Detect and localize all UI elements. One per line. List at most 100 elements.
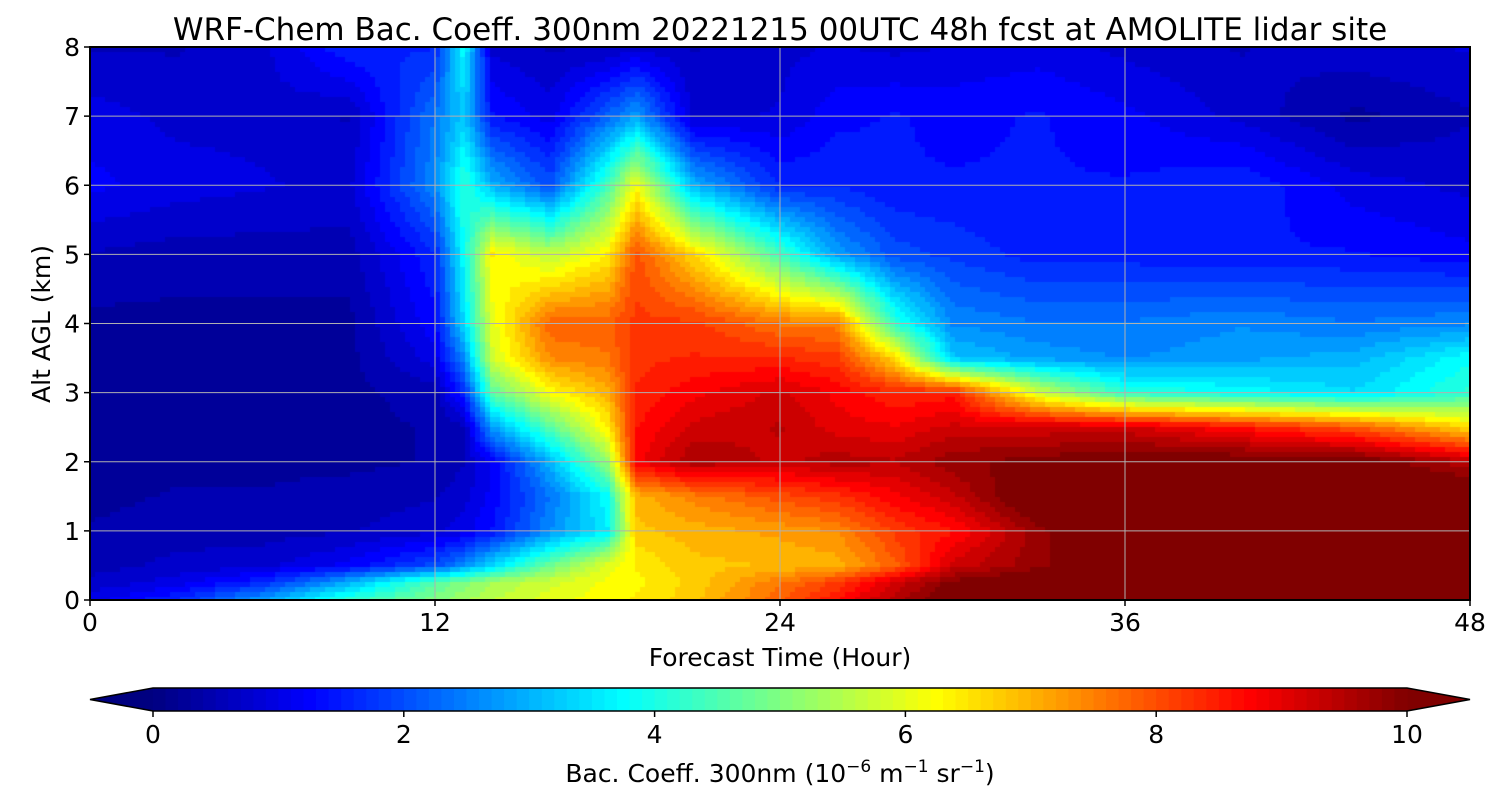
colorbar-tick-label: 2 xyxy=(396,720,412,749)
y-tick-label: 6 xyxy=(64,171,80,200)
colorbar-segment xyxy=(453,688,468,711)
colorbar-segment xyxy=(178,688,192,711)
colorbar-segment xyxy=(1344,688,1358,711)
colorbar-segment xyxy=(692,688,706,711)
colorbar-segment xyxy=(1181,688,1195,711)
colorbar-segment xyxy=(867,688,881,711)
colorbar-segment xyxy=(616,688,631,711)
colorbar-tick-label: 6 xyxy=(897,720,913,749)
colorbar-segment xyxy=(1080,688,1095,711)
colorbar-segment xyxy=(328,688,342,711)
colorbar-segment xyxy=(943,688,957,711)
colorbar-segment xyxy=(729,688,743,711)
colorbar-segment xyxy=(830,688,844,711)
y-tick-label: 3 xyxy=(64,379,80,408)
colorbar-segment xyxy=(541,688,555,711)
colorbar-segment xyxy=(792,688,806,711)
colorbar-extend-low xyxy=(90,688,153,711)
colorbar-segment xyxy=(654,688,668,711)
colorbar-segment xyxy=(1381,688,1396,711)
x-tick-label: 0 xyxy=(82,608,98,637)
y-axis-label: Alt AGL (km) xyxy=(27,245,56,403)
colorbar-segment xyxy=(378,688,392,711)
colorbar-segment xyxy=(679,688,693,711)
colorbar-segment xyxy=(165,688,179,711)
colorbar-segment xyxy=(1243,688,1258,711)
colorbar-segment xyxy=(265,688,279,711)
x-axis-label: Forecast Time (Hour) xyxy=(649,643,912,672)
colorbar-segment xyxy=(930,688,944,711)
colorbar-segment xyxy=(855,688,869,711)
colorbar-segment xyxy=(228,688,242,711)
colorbar-segment xyxy=(554,688,568,711)
colorbar-segment xyxy=(1030,688,1044,711)
colorbar-segment xyxy=(1206,688,1220,711)
colorbar-segment xyxy=(579,688,593,711)
colorbar-segment xyxy=(980,688,994,711)
colorbar-segment xyxy=(466,688,480,711)
colorbar-segment xyxy=(604,688,618,711)
colorbar-segment xyxy=(1331,688,1345,711)
colorbar-segment xyxy=(153,688,167,711)
colorbar-segment xyxy=(1256,688,1270,711)
colorbar-segment xyxy=(754,688,769,711)
colorbar-segment xyxy=(1394,688,1408,711)
colorbar-segment xyxy=(767,688,781,711)
colorbar-segment xyxy=(1093,688,1107,711)
colorbar-segment xyxy=(955,688,969,711)
colorbar-segment xyxy=(391,688,405,711)
chart-title: WRF-Chem Bac. Coeff. 300nm 20221215 00UT… xyxy=(173,12,1387,48)
colorbar-segment xyxy=(303,688,317,711)
x-tick-label: 48 xyxy=(1454,608,1486,637)
colorbar-segment xyxy=(428,688,443,711)
y-tick-label: 7 xyxy=(64,102,80,131)
colorbar: 0 2 4 6 8 10 xyxy=(89,687,1471,749)
colorbar-segment xyxy=(1156,688,1170,711)
y-tick-label: 4 xyxy=(64,310,80,339)
colorbar-segment xyxy=(968,688,982,711)
colorbar-segment xyxy=(416,688,430,711)
colorbar-segment xyxy=(316,688,330,711)
colorbar-segment xyxy=(341,688,355,711)
colorbar-segment xyxy=(629,688,643,711)
colorbar-segment xyxy=(642,688,656,711)
colorbar-segment xyxy=(667,688,681,711)
colorbar-segment xyxy=(993,688,1007,711)
colorbar-segment xyxy=(529,688,543,711)
colorbar-segment xyxy=(290,688,305,711)
y-axis: 0 1 2 3 4 5 6 7 8 xyxy=(64,33,90,615)
colorbar-segment xyxy=(479,688,493,711)
colorbar-segment xyxy=(1269,688,1283,711)
colorbar-segment xyxy=(1131,688,1145,711)
colorbar-segment xyxy=(441,688,455,711)
colorbar-segment xyxy=(780,688,794,711)
y-tick-label: 1 xyxy=(64,517,80,546)
grid xyxy=(90,47,1470,600)
colorbar-extend-high xyxy=(1407,688,1470,711)
x-tick-label: 24 xyxy=(764,608,796,637)
colorbar-segment xyxy=(1118,688,1132,711)
colorbar-segment xyxy=(817,688,831,711)
colorbar-segment xyxy=(1043,688,1057,711)
colorbar-label: Bac. Coeff. 300nm (10−6 m−1 sr−1) xyxy=(565,757,994,788)
colorbar-segment xyxy=(366,688,380,711)
x-tick-label: 12 xyxy=(419,608,451,637)
colorbar-segment xyxy=(1193,688,1207,711)
colorbar-segment xyxy=(215,688,229,711)
colorbar-segment xyxy=(1356,688,1370,711)
colorbar-segment xyxy=(1168,688,1182,711)
colorbar-segment xyxy=(278,688,292,711)
colorbar-segment xyxy=(403,688,417,711)
colorbar-segment xyxy=(504,688,518,711)
colorbar-segment xyxy=(1143,688,1157,711)
x-tick-label: 36 xyxy=(1109,608,1141,637)
y-tick-label: 5 xyxy=(64,240,80,269)
colorbar-segment xyxy=(1319,688,1333,711)
colorbar-segment xyxy=(353,688,367,711)
colorbar-tick-label: 10 xyxy=(1391,720,1423,749)
colorbar-segment xyxy=(253,688,267,711)
colorbar-segment xyxy=(591,688,606,711)
colorbar-segment xyxy=(1106,688,1120,711)
colorbar-segment xyxy=(1068,688,1082,711)
